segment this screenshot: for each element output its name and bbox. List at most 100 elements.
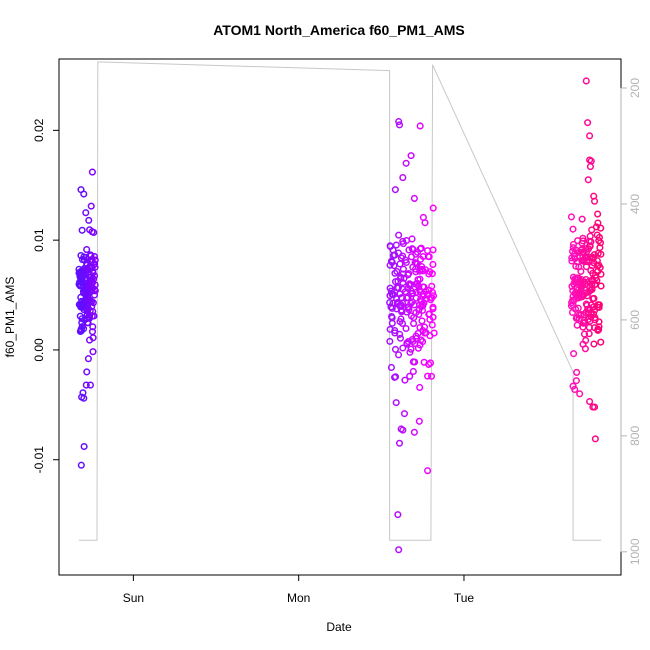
y2-tick-label: 400 bbox=[628, 194, 642, 214]
data-point bbox=[403, 339, 411, 347]
data-point bbox=[580, 330, 589, 338]
y-tick-label: -0.01 bbox=[32, 446, 46, 474]
data-point bbox=[80, 289, 88, 297]
data-point bbox=[427, 372, 436, 380]
data-point bbox=[77, 278, 85, 286]
data-point bbox=[591, 435, 599, 443]
data-point bbox=[591, 314, 599, 322]
y2-tick-label: 200 bbox=[628, 78, 642, 98]
y2-tick-label: 600 bbox=[628, 310, 642, 330]
data-point bbox=[586, 163, 594, 171]
data-point bbox=[424, 372, 432, 380]
data-point bbox=[85, 216, 93, 224]
data-point bbox=[400, 410, 409, 418]
y-tick-label: 0.02 bbox=[32, 118, 46, 142]
x-tick-label: Tue bbox=[454, 591, 475, 605]
data-point bbox=[398, 307, 406, 315]
data-point bbox=[405, 246, 413, 254]
data-point bbox=[77, 251, 85, 260]
y2-tick-label: 800 bbox=[628, 426, 642, 446]
data-point bbox=[586, 397, 594, 406]
data-point bbox=[406, 372, 414, 380]
data-point bbox=[415, 306, 423, 314]
data-point bbox=[578, 215, 586, 223]
data-point bbox=[429, 246, 437, 254]
data-point bbox=[575, 315, 583, 323]
data-point bbox=[401, 288, 409, 296]
data-point bbox=[78, 226, 86, 234]
data-point bbox=[396, 330, 404, 338]
data-point bbox=[90, 312, 98, 320]
data-point bbox=[585, 288, 593, 296]
data-point bbox=[86, 307, 94, 315]
data-point bbox=[590, 340, 598, 348]
data-point bbox=[582, 263, 590, 271]
data-point bbox=[597, 224, 605, 232]
data-point bbox=[594, 301, 602, 309]
x-axis-label: Date bbox=[326, 620, 352, 634]
data-point bbox=[586, 242, 594, 250]
data-point bbox=[418, 265, 426, 273]
y2-tick-label: 1000 bbox=[628, 538, 642, 565]
data-point bbox=[80, 190, 88, 198]
data-point bbox=[406, 348, 414, 356]
data-point bbox=[569, 273, 577, 281]
data-point bbox=[395, 351, 403, 359]
data-point bbox=[569, 240, 578, 248]
data-point bbox=[399, 252, 407, 260]
data-point bbox=[426, 359, 435, 367]
data-point bbox=[409, 245, 417, 254]
data-point bbox=[77, 461, 85, 469]
data-point bbox=[420, 299, 428, 307]
data-point bbox=[584, 119, 592, 127]
data-point bbox=[412, 294, 420, 302]
data-point bbox=[407, 345, 415, 353]
data-point bbox=[426, 332, 434, 340]
data-point bbox=[387, 287, 395, 295]
data-point bbox=[394, 284, 403, 292]
data-point bbox=[573, 368, 581, 376]
data-point bbox=[409, 367, 417, 376]
data-point bbox=[416, 323, 424, 332]
data-point bbox=[580, 256, 588, 264]
data-point bbox=[86, 381, 94, 389]
data-point bbox=[408, 335, 416, 344]
data-point bbox=[82, 209, 90, 217]
data-point bbox=[420, 358, 428, 366]
data-point bbox=[391, 269, 399, 277]
data-point bbox=[402, 258, 410, 267]
data-point bbox=[90, 228, 98, 237]
data-point bbox=[576, 390, 584, 398]
data-point bbox=[411, 265, 420, 273]
data-point bbox=[428, 321, 436, 329]
data-point bbox=[401, 376, 409, 384]
data-point bbox=[387, 257, 396, 265]
data-point bbox=[388, 290, 396, 298]
data-point bbox=[415, 283, 423, 291]
altitude-line bbox=[78, 61, 602, 541]
data-point bbox=[409, 358, 417, 366]
data-point bbox=[591, 403, 599, 411]
x-tick-label: Mon bbox=[287, 591, 310, 605]
data-point bbox=[395, 231, 403, 239]
data-point bbox=[91, 281, 99, 289]
data-point bbox=[396, 260, 404, 268]
points-layer bbox=[75, 77, 605, 554]
data-point bbox=[88, 168, 96, 176]
data-point bbox=[571, 305, 580, 313]
data-point bbox=[399, 426, 407, 434]
data-point bbox=[398, 299, 407, 307]
data-point bbox=[417, 336, 425, 344]
data-point bbox=[400, 274, 408, 282]
data-point bbox=[399, 344, 407, 352]
data-point bbox=[77, 325, 85, 333]
data-point bbox=[402, 324, 410, 333]
data-point bbox=[410, 320, 418, 328]
data-point bbox=[585, 330, 593, 338]
data-point bbox=[399, 240, 407, 248]
data-point bbox=[415, 417, 423, 425]
data-point bbox=[410, 428, 418, 436]
data-point bbox=[594, 267, 602, 275]
data-point bbox=[77, 274, 85, 282]
axes-layer: -0.01 0.00 0.01 0.02 Sun Mon Tue 200 400 600 800 10… bbox=[32, 78, 642, 605]
